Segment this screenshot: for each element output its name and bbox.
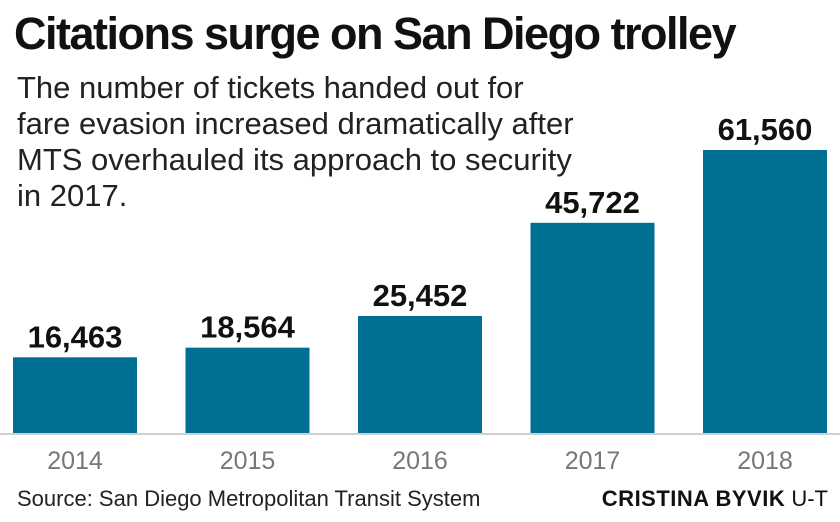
chart-subtitle: The number of tickets handed out for far… — [17, 70, 574, 213]
x-tick-labels-group: 2014 2015 2016 2017 2018 — [47, 447, 793, 475]
footer: Source: San Diego Metropolitan Transit S… — [0, 486, 840, 516]
bar-2016 — [358, 315, 482, 433]
bar-2014 — [13, 357, 137, 433]
bar-2018 — [703, 150, 827, 433]
credit-org: U-T — [791, 486, 828, 511]
value-label-2015: 18,564 — [200, 310, 296, 345]
x-tick-label-2014: 2014 — [47, 447, 103, 475]
x-tick-label-2015: 2015 — [220, 447, 276, 475]
value-labels-group: 16,463 18,564 25,452 45,722 61,560 — [28, 112, 813, 354]
bar-2017 — [530, 222, 655, 433]
x-tick-label-2017: 2017 — [565, 447, 621, 475]
credit-name: CRISTINA BYVIK — [601, 486, 786, 511]
value-label-2016: 25,452 — [373, 278, 468, 313]
x-tick-label-2018: 2018 — [737, 447, 793, 475]
chart-title: Citations surge on San Diego trolley — [14, 8, 737, 59]
value-label-2014: 16,463 — [28, 319, 123, 354]
x-tick-label-2016: 2016 — [392, 447, 448, 475]
bars-group — [13, 150, 827, 433]
bar-2015 — [185, 347, 310, 433]
value-label-2017: 45,722 — [545, 185, 640, 220]
source-note: Source: San Diego Metropolitan Transit S… — [17, 486, 481, 511]
credit: CRISTINA BYVIK U-T — [602, 486, 828, 512]
value-label-2018: 61,560 — [718, 112, 813, 147]
